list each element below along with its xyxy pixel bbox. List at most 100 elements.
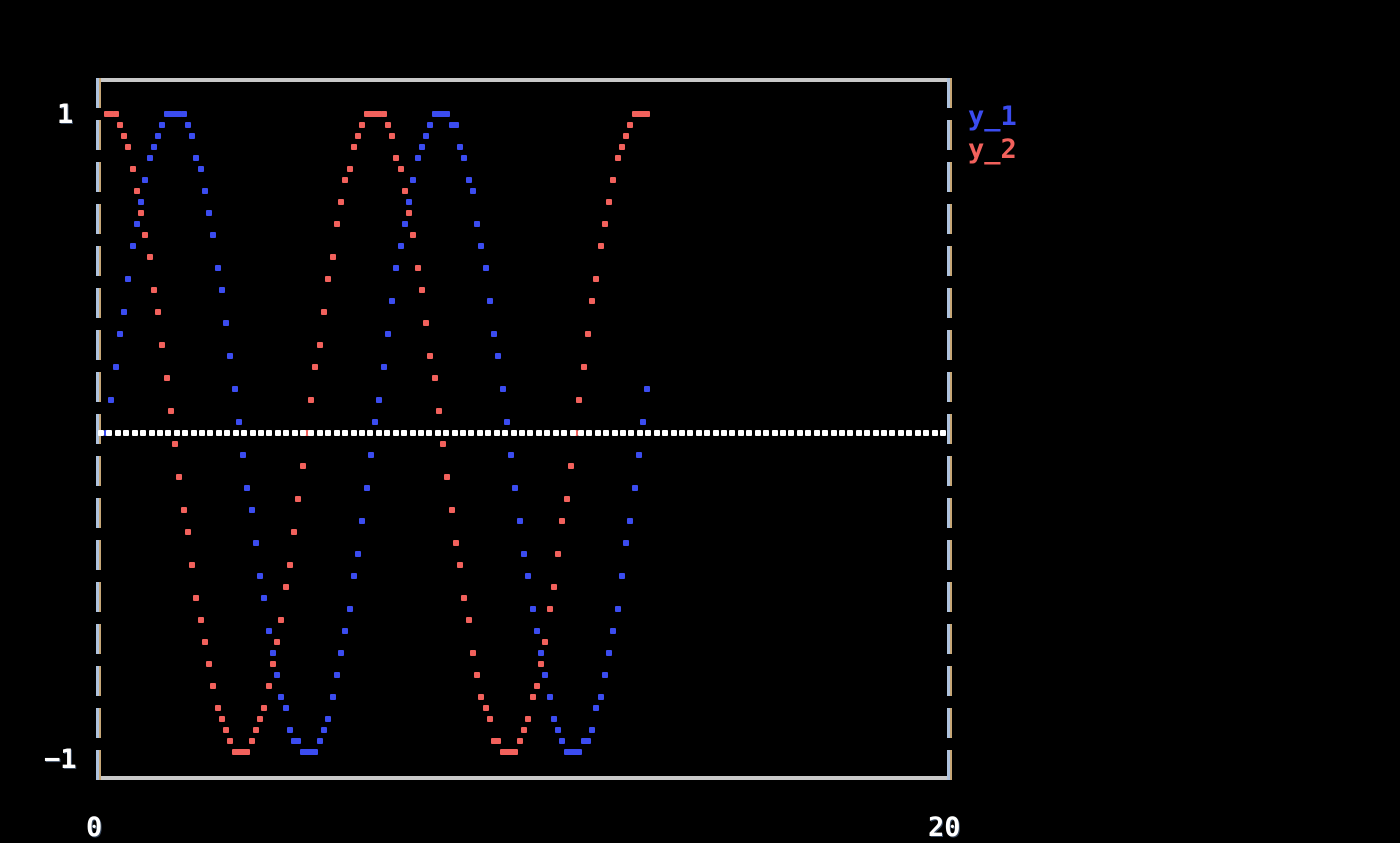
- zero-line-dot: [410, 430, 416, 436]
- zero-line-dot: [873, 430, 879, 436]
- data-point: [355, 551, 361, 557]
- data-point: [547, 694, 553, 700]
- zero-line-dot: [746, 430, 752, 436]
- data-point: [300, 749, 306, 755]
- axis-dash: [96, 582, 101, 612]
- axis-dash: [96, 120, 101, 150]
- data-point: [589, 298, 595, 304]
- data-point: [410, 177, 416, 183]
- zero-line-dot: [889, 430, 895, 436]
- zero-line-dot: [923, 430, 929, 436]
- data-point: [193, 155, 199, 161]
- data-point: [444, 474, 450, 480]
- zero-line-dot: [822, 430, 828, 436]
- zero-line-dot: [174, 430, 180, 436]
- data-point: [215, 265, 221, 271]
- zero-line-dot: [241, 430, 247, 436]
- zero-line-dot: [788, 430, 794, 436]
- data-point: [423, 320, 429, 326]
- zero-line-dot: [612, 430, 618, 436]
- axis-dash: [947, 456, 952, 486]
- zero-line-dot: [553, 430, 559, 436]
- axis-dash: [947, 708, 952, 738]
- data-point: [355, 133, 361, 139]
- data-point: [364, 111, 370, 117]
- data-point: [542, 639, 548, 645]
- data-point: [253, 540, 259, 546]
- legend: y_1 y_2: [968, 100, 1017, 166]
- zero-line-dot: [266, 430, 272, 436]
- data-point: [261, 595, 267, 601]
- zero-line-dot: [932, 430, 938, 436]
- data-point: [347, 606, 353, 612]
- data-point: [381, 111, 387, 117]
- data-point: [223, 727, 229, 733]
- data-point: [487, 716, 493, 722]
- zero-line-dot: [780, 430, 786, 436]
- data-point: [568, 463, 574, 469]
- axis-dash: [96, 204, 101, 234]
- data-point: [461, 595, 467, 601]
- zero-line-dot: [401, 430, 407, 436]
- zero-line-dot: [224, 430, 230, 436]
- zero-line-dot: [831, 430, 837, 436]
- zero-line-dot: [384, 430, 390, 436]
- axis-dash: [947, 498, 952, 528]
- data-point: [227, 738, 233, 744]
- data-point: [581, 364, 587, 370]
- zero-line-dot: [115, 430, 121, 436]
- data-point: [483, 265, 489, 271]
- axis-dash: [947, 666, 952, 696]
- data-point: [602, 672, 608, 678]
- data-point: [589, 727, 595, 733]
- zero-line-dot: [679, 430, 685, 436]
- zero-line-dot: [157, 430, 163, 436]
- data-point: [278, 694, 284, 700]
- data-point: [547, 606, 553, 612]
- data-point: [457, 562, 463, 568]
- data-point: [640, 419, 646, 425]
- data-point: [351, 144, 357, 150]
- data-point: [440, 441, 446, 447]
- data-point: [338, 650, 344, 656]
- axis-dash: [96, 498, 101, 528]
- zero-line-dot: [898, 430, 904, 436]
- data-point: [534, 628, 540, 634]
- data-point: [168, 408, 174, 414]
- data-point: [364, 485, 370, 491]
- zero-line-dot: [233, 430, 239, 436]
- data-point: [568, 749, 574, 755]
- zero-line-dot: [300, 430, 306, 436]
- data-point: [295, 496, 301, 502]
- zero-line-dot: [696, 430, 702, 436]
- data-point: [457, 144, 463, 150]
- data-point: [644, 386, 650, 392]
- zero-line-dot: [721, 430, 727, 436]
- axis-dash: [96, 750, 101, 780]
- data-point: [576, 397, 582, 403]
- data-point: [206, 210, 212, 216]
- data-point: [317, 738, 323, 744]
- data-point: [627, 122, 633, 128]
- data-point: [147, 155, 153, 161]
- data-point: [189, 133, 195, 139]
- data-point: [172, 111, 178, 117]
- zero-line-dot: [620, 430, 626, 436]
- zero-line-dot: [182, 430, 188, 436]
- data-point: [432, 111, 438, 117]
- axis-dash: [96, 666, 101, 696]
- data-point: [121, 133, 127, 139]
- data-point: [219, 287, 225, 293]
- data-point: [525, 716, 531, 722]
- data-point: [210, 232, 216, 238]
- data-point: [551, 584, 557, 590]
- data-point: [593, 276, 599, 282]
- data-point: [406, 210, 412, 216]
- zero-line-dot: [334, 430, 340, 436]
- data-point: [461, 155, 467, 161]
- data-point: [555, 551, 561, 557]
- data-point: [376, 397, 382, 403]
- data-point: [440, 111, 446, 117]
- data-point: [419, 144, 425, 150]
